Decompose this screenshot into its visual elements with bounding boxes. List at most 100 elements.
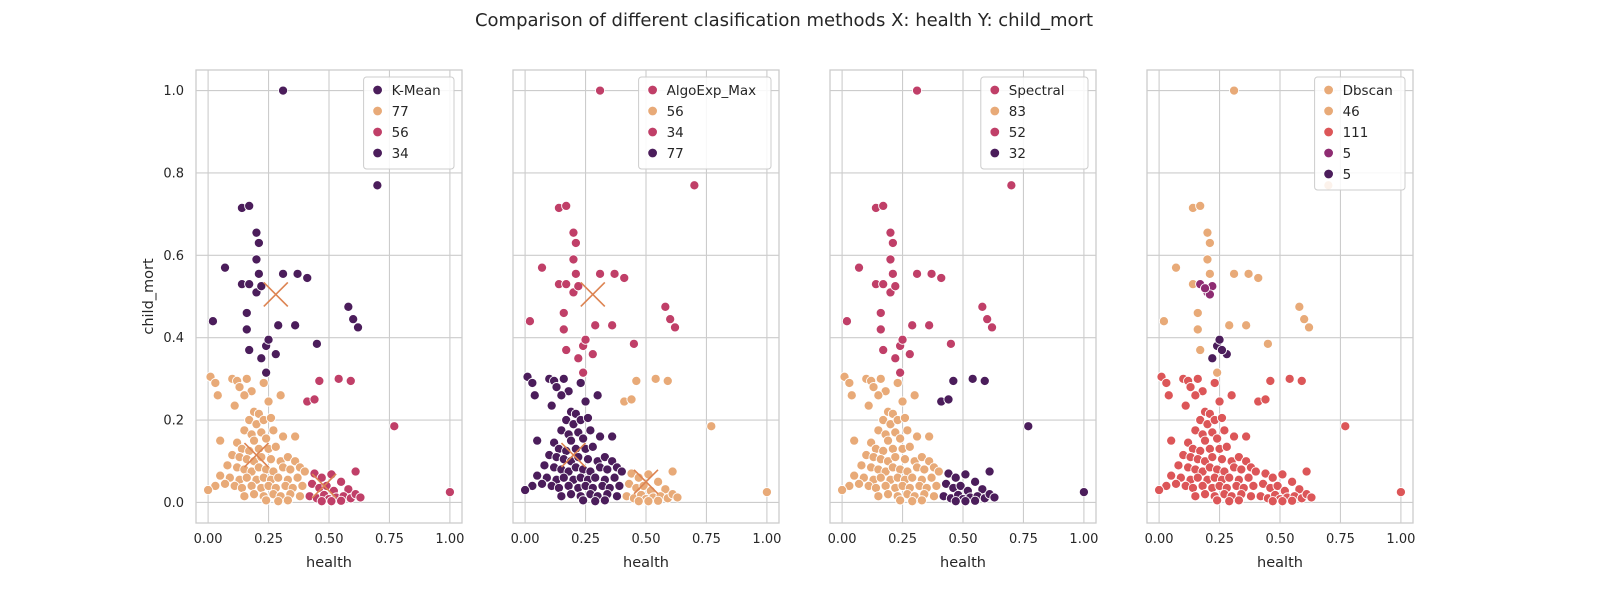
- data-point: [578, 367, 589, 378]
- data-point: [628, 338, 639, 349]
- data-point: [882, 489, 894, 500]
- legend-label: 111: [1343, 125, 1369, 141]
- y-tick-label: 0.0: [163, 496, 184, 511]
- legend-marker: [372, 105, 383, 117]
- y-tick-label: 0.6: [163, 249, 184, 264]
- data-point: [643, 469, 654, 480]
- data-point: [241, 307, 252, 319]
- data-point: [203, 485, 214, 496]
- x-tick-label: 1.00: [1069, 532, 1098, 547]
- data-point: [931, 480, 942, 491]
- data-point: [524, 316, 535, 327]
- y-tick-label: 0.2: [163, 414, 184, 429]
- y-axis-label: child_mort: [141, 258, 157, 335]
- data-point: [536, 478, 548, 489]
- data-point: [1199, 489, 1211, 500]
- data-point: [609, 472, 620, 483]
- data-point: [907, 496, 918, 507]
- centroid-marker: [580, 281, 606, 308]
- legend-label: 32: [1009, 146, 1026, 162]
- data-point: [563, 480, 574, 491]
- data-point: [444, 487, 455, 498]
- data-point: [1219, 425, 1230, 436]
- data-point: [1241, 431, 1252, 442]
- data-point: [1207, 353, 1218, 364]
- data-point: [258, 377, 269, 389]
- data-point: [278, 268, 289, 279]
- data-point: [924, 431, 935, 442]
- data-point: [1216, 344, 1228, 356]
- data-point: [1192, 373, 1203, 384]
- data-point: [215, 470, 226, 481]
- data-point: [1214, 334, 1225, 345]
- data-point: [285, 464, 296, 475]
- data-point: [343, 484, 354, 495]
- data-point: [919, 464, 930, 475]
- data-point: [575, 377, 586, 389]
- data-point: [849, 435, 860, 446]
- panels-container: 0.00 0.25 0.50 0.75 1.00 health 0.0 0.2 0.4 0.6 0.…: [141, 69, 1415, 571]
- data-point: [336, 495, 347, 506]
- data-point: [229, 400, 240, 411]
- data-point: [580, 334, 591, 345]
- data-point: [989, 492, 1000, 503]
- data-point: [215, 435, 226, 446]
- data-point: [1267, 472, 1278, 483]
- data-point: [619, 272, 630, 284]
- data-point: [880, 480, 891, 491]
- data-point: [529, 390, 540, 401]
- data-point: [253, 268, 264, 279]
- legend-label: 34: [667, 125, 684, 141]
- data-point: [904, 441, 915, 452]
- data-point: [234, 382, 245, 393]
- data-point: [650, 373, 661, 384]
- data-point: [241, 472, 252, 483]
- data-point: [1023, 421, 1034, 432]
- legend-marker: [647, 84, 658, 96]
- data-point: [1296, 375, 1307, 386]
- legend-marker: [1323, 168, 1334, 180]
- data-point: [222, 460, 233, 471]
- data-point: [856, 460, 867, 471]
- data-point: [348, 314, 359, 325]
- data-point: [907, 320, 918, 331]
- data-point: [573, 281, 584, 292]
- x-tick-label: 0.25: [254, 532, 283, 547]
- legend-label: 52: [1009, 125, 1026, 141]
- data-point: [1209, 377, 1220, 389]
- data-point: [558, 324, 569, 335]
- x-tick-label: 0.75: [1326, 532, 1355, 547]
- data-point: [1229, 431, 1240, 442]
- data-point: [1216, 454, 1228, 465]
- data-point: [248, 435, 260, 446]
- data-point: [873, 491, 884, 502]
- data-point: [1195, 445, 1206, 456]
- data-point: [573, 353, 584, 364]
- figure-title: Comparison of different clasification me…: [475, 10, 1093, 31]
- data-point: [878, 279, 889, 290]
- data-point: [689, 180, 700, 191]
- data-point: [532, 470, 543, 481]
- data-point: [568, 227, 579, 238]
- data-point: [1287, 495, 1298, 506]
- data-point: [1267, 496, 1278, 507]
- data-point: [1204, 268, 1215, 279]
- data-point: [297, 480, 308, 491]
- data-point: [316, 472, 327, 483]
- data-point: [236, 482, 247, 494]
- data-point: [1224, 496, 1235, 507]
- data-point: [933, 466, 944, 477]
- data-point: [895, 433, 906, 444]
- axes-frame: [1146, 69, 1414, 524]
- data-point: [1170, 262, 1182, 273]
- data-point: [878, 344, 889, 356]
- x-axis-label: health: [623, 555, 669, 571]
- data-point: [590, 496, 601, 507]
- data-point: [895, 495, 906, 506]
- data-point: [945, 338, 956, 349]
- data-point: [890, 281, 901, 292]
- data-point: [638, 480, 649, 491]
- data-point: [890, 353, 901, 364]
- data-point: [1006, 180, 1017, 191]
- data-point: [582, 454, 594, 465]
